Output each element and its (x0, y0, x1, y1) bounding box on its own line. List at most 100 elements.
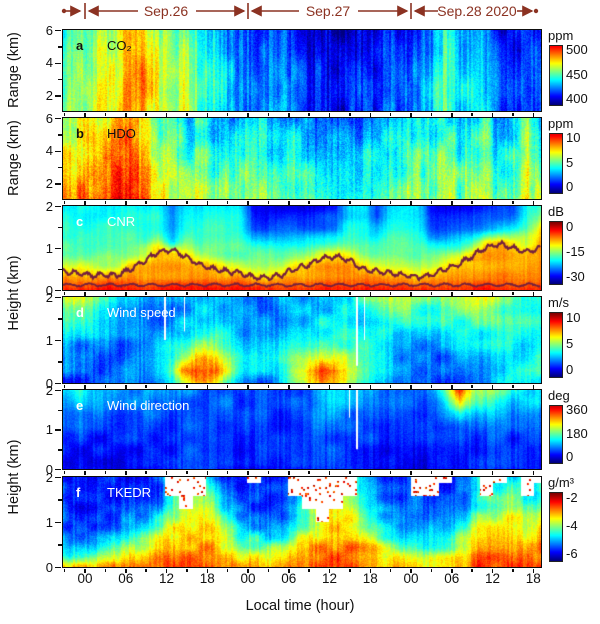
x-tick-major (532, 569, 534, 574)
x-tick-minor (226, 385, 229, 388)
x-tick-minor (186, 201, 188, 204)
x-tick-minor (226, 113, 229, 116)
x-tick-minor (389, 471, 392, 474)
x-tick-major (369, 385, 371, 390)
x-tick-minor (104, 471, 107, 474)
colorbar-b (549, 133, 563, 194)
x-tick-minor (63, 471, 66, 474)
x-tick-minor (308, 471, 310, 474)
colorbar-gradient (550, 493, 562, 561)
x-tick-minor (512, 113, 514, 116)
x-tick-minor (63, 569, 66, 572)
x-tick-label: 00 (403, 571, 419, 586)
x-tick-major (247, 113, 249, 118)
x-tick-major (84, 113, 86, 118)
y-tick-major (55, 95, 61, 97)
x-tick-minor (349, 201, 351, 204)
y-tick-major (55, 205, 61, 208)
y-axis-title-height-ef: Height (km) (6, 439, 22, 515)
colorbar-tick-label: 0 (566, 362, 574, 378)
x-axis-title: Local time (hour) (245, 598, 355, 614)
x-tick-minor (226, 471, 229, 474)
x-tick-major (165, 113, 168, 118)
x-tick-minor (226, 292, 229, 295)
x-tick-label: 18 (362, 571, 378, 586)
colorbar-c (549, 221, 563, 285)
heatmap-panel-co2: a CO₂ (62, 29, 542, 112)
date-span-header: Sep.26 Sep.27 Sep.28 2020 (61, 3, 539, 19)
span-start-dot (61, 8, 67, 14)
cnr-heatmap-canvas (63, 206, 541, 290)
y-tick-minor (58, 166, 62, 169)
y-axis-title-height-cd: Height (km) (6, 255, 22, 331)
y-tick-major (55, 468, 61, 471)
x-tick-major (165, 292, 168, 297)
y-tick-major (55, 476, 61, 479)
colorbar-d (549, 312, 563, 378)
wind-speed-heatmap-canvas (63, 297, 541, 383)
x-tick-minor (349, 569, 351, 572)
colorbar-unit-b: ppm (548, 116, 574, 131)
x-tick-major (206, 292, 208, 297)
x-tick-major (288, 385, 290, 390)
x-tick-minor (389, 569, 392, 572)
x-tick-label: 12 (484, 571, 500, 586)
x-tick-minor (389, 113, 392, 116)
x-tick-major (410, 471, 412, 476)
x-tick-minor (267, 385, 270, 388)
x-tick-major (369, 292, 371, 297)
x-tick-major (84, 292, 86, 297)
x-tick-major (165, 569, 168, 574)
x-tick-minor (104, 569, 107, 572)
x-tick-minor (430, 292, 433, 295)
x-tick-minor (63, 113, 66, 116)
x-tick-major (369, 113, 371, 118)
x-tick-major (369, 569, 371, 574)
x-tick-label: 06 (118, 571, 134, 586)
x-tick-major (451, 113, 453, 118)
x-tick-minor (226, 569, 229, 572)
x-tick-minor (430, 385, 433, 388)
x-tick-major (328, 201, 331, 206)
colorbar-tick-label: -30 (566, 269, 585, 285)
y-tick-label: 0 (45, 282, 53, 298)
y-tick-minor (58, 226, 62, 229)
x-tick-minor (145, 201, 147, 204)
x-tick-major (206, 569, 208, 574)
x-tick-major (125, 292, 127, 297)
x-tick-minor (145, 471, 147, 474)
x-tick-major (125, 569, 127, 574)
x-tick-major (206, 201, 208, 206)
x-tick-minor (104, 385, 107, 388)
x-tick-minor (430, 569, 433, 572)
heatmap-panel-wind-direction: e Wind direction (62, 389, 542, 470)
x-tick-minor (267, 113, 270, 116)
x-tick-minor (349, 292, 351, 295)
colorbar-unit-f: g/m³ (548, 475, 574, 490)
heatmap-panel-hdo: b HDO (62, 117, 542, 200)
date-label-sep26: Sep.26 (144, 3, 189, 19)
y-tick-label: 1 (45, 332, 53, 348)
y-tick-label: 2 (45, 198, 53, 214)
y-tick-major (55, 429, 61, 431)
y-tick-label: 2 (45, 176, 53, 192)
x-tick-major (84, 569, 86, 574)
colorbar-gradient (550, 313, 562, 377)
x-tick-major (288, 113, 290, 118)
y-axis-title-range-a: Range (km) (6, 32, 22, 108)
x-tick-major (288, 471, 290, 476)
x-tick-minor (512, 569, 514, 572)
colorbar-tick-label: 5 (566, 154, 574, 170)
x-tick-minor (471, 292, 473, 295)
x-tick-major (125, 201, 127, 206)
y-tick-major (55, 339, 61, 342)
x-tick-major (451, 569, 453, 574)
x-tick-minor (471, 385, 473, 388)
x-tick-major (491, 113, 494, 118)
y-tick-label: 2 (45, 289, 53, 305)
x-tick-major (451, 201, 453, 206)
x-tick-minor (63, 385, 66, 388)
y-tick-label: 2 (45, 469, 53, 485)
x-tick-minor (512, 385, 514, 388)
x-tick-major (84, 385, 86, 390)
